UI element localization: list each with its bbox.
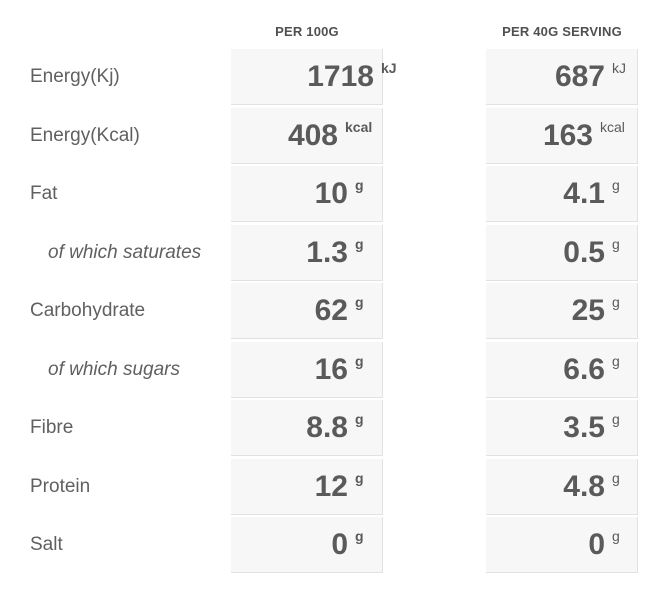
unit-per-100g: g <box>355 235 364 252</box>
unit-per-serving: g <box>612 294 620 310</box>
value-per-serving: 4.1 <box>563 177 605 210</box>
cell-per-serving: 6.6 g <box>486 341 638 398</box>
unit-per-serving: g <box>612 235 620 252</box>
row-protein: Protein 12 g 4.8 g <box>0 458 667 517</box>
value-per-100g: 12 <box>314 469 348 503</box>
unit-per-serving: g <box>612 411 620 427</box>
unit-per-serving: g <box>612 177 620 193</box>
value-per-serving: 4.8 <box>563 469 605 503</box>
row-fat: Fat 10 g 4.1 g <box>0 165 667 224</box>
cell-per-serving: 4.8 g <box>486 458 638 515</box>
value-per-100g: 62 <box>314 294 348 327</box>
cell-per-serving: 4.1 g <box>486 166 638 222</box>
value-per-100g: 1.3 <box>306 235 348 269</box>
value-per-serving: 25 <box>571 294 605 327</box>
cell-per-serving: 25 g <box>486 283 638 339</box>
cell-per-100g: 62 g <box>231 283 383 339</box>
unit-per-100g: g <box>355 469 364 486</box>
cell-per-serving: 163 kcal <box>486 107 638 164</box>
cell-per-serving: 0.5 g <box>486 224 638 281</box>
cell-per-100g: 1.3 g <box>231 224 383 281</box>
cell-per-100g: 1718 kJ <box>231 49 397 105</box>
row-energy-kcal: Energy(Kcal) 408 kcal 163 kcal <box>0 107 667 166</box>
cell-per-serving: 3.5 g <box>486 400 638 456</box>
header-per-serving: PER 40G SERVING <box>502 24 622 39</box>
row-fibre: Fibre 8.8 g 3.5 g <box>0 399 667 458</box>
unit-per-100g: kcal <box>345 118 373 135</box>
unit-per-100g: g <box>355 528 364 544</box>
value-per-100g: 408 <box>287 118 338 152</box>
cell-per-serving: 687 kJ <box>486 49 638 105</box>
unit-per-100g: kJ <box>381 60 397 76</box>
value-per-100g: 10 <box>314 177 348 210</box>
value-per-100g: 0 <box>331 528 348 561</box>
unit-per-serving: g <box>612 469 620 486</box>
value-per-serving: 0 <box>588 528 605 561</box>
unit-per-serving: kJ <box>612 60 626 76</box>
row-label: of which saturates <box>48 241 202 263</box>
value-per-serving: 3.5 <box>563 411 605 444</box>
value-per-serving: 6.6 <box>563 352 605 386</box>
value-per-serving: 687 <box>554 60 605 93</box>
row-label: Energy(Kj) <box>30 66 120 87</box>
row-label: Fibre <box>30 417 74 438</box>
value-per-serving: 0.5 <box>563 235 605 269</box>
cell-per-100g: 16 g <box>231 341 383 398</box>
value-per-serving: 163 <box>542 118 593 152</box>
row-energy-kj: Energy(Kj) 1718 kJ 687 kJ <box>0 48 667 107</box>
unit-per-100g: g <box>355 411 364 427</box>
value-per-100g: 1718 <box>307 60 374 93</box>
cell-per-100g: 408 kcal <box>231 107 383 164</box>
nutrition-rows: Energy(Kj) 1718 kJ 687 kJ Energy(Kcal) 408… <box>0 48 667 575</box>
value-per-100g: 8.8 <box>306 411 348 444</box>
unit-per-serving: kcal <box>600 118 625 135</box>
cell-per-100g: 10 g <box>231 166 383 222</box>
unit-per-100g: g <box>355 177 364 193</box>
cell-per-100g: 12 g <box>231 458 383 515</box>
unit-per-100g: g <box>355 294 364 310</box>
row-label: Salt <box>30 534 63 555</box>
row-label: of which sugars <box>48 358 181 380</box>
row-label: Carbohydrate <box>30 300 146 321</box>
row-saturates: of which saturates 1.3 g 0.5 g <box>0 224 667 283</box>
header-per-100g: PER 100G <box>275 24 339 39</box>
cell-per-100g: 8.8 g <box>231 400 383 456</box>
row-label: Energy(Kcal) <box>30 124 140 146</box>
unit-per-100g: g <box>355 352 364 369</box>
value-per-100g: 16 <box>314 352 348 386</box>
row-carbohydrate: Carbohydrate 62 g 25 g <box>0 282 667 341</box>
row-sugars: of which sugars 16 g 6.6 g <box>0 341 667 400</box>
row-label: Fat <box>30 183 58 204</box>
unit-per-serving: g <box>612 528 620 544</box>
row-label: Protein <box>30 475 91 497</box>
unit-per-serving: g <box>612 352 620 369</box>
